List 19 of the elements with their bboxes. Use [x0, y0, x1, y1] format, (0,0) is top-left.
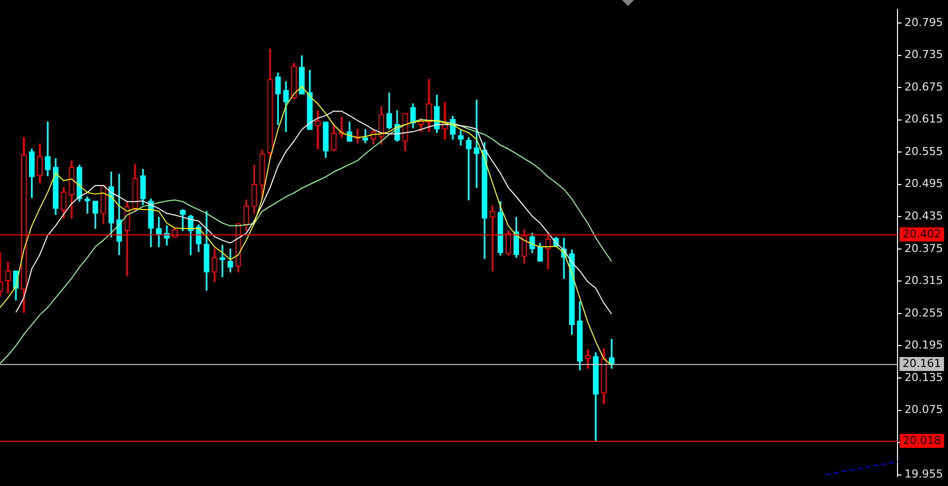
y-tick-label: 20.435 — [904, 210, 944, 223]
y-tick-label: 20.735 — [904, 48, 944, 62]
ref-line-label: 20.018 — [902, 434, 942, 447]
y-tick-label: 20.135 — [904, 370, 944, 384]
line-series — [826, 460, 898, 476]
ref-line-label: 20.402 — [902, 227, 942, 240]
y-tick-label: 20.795 — [904, 16, 944, 29]
y-tick-label: 20.555 — [904, 144, 944, 158]
y-tick-label: 20.075 — [904, 403, 944, 416]
y-tick-label: 20.375 — [904, 242, 944, 255]
y-tick-label: 20.495 — [904, 177, 944, 190]
y-tick-label: 20.315 — [904, 274, 944, 288]
ref-line-label: 20.161 — [902, 356, 942, 370]
candlestick — [474, 100, 480, 188]
y-tick-label: 20.195 — [904, 338, 944, 352]
y-tick-label: 20.675 — [904, 80, 944, 94]
y-tick-label: 20.615 — [904, 112, 944, 126]
y-tick-label: 20.255 — [904, 306, 944, 320]
y-tick-label: 19.955 — [904, 468, 944, 481]
